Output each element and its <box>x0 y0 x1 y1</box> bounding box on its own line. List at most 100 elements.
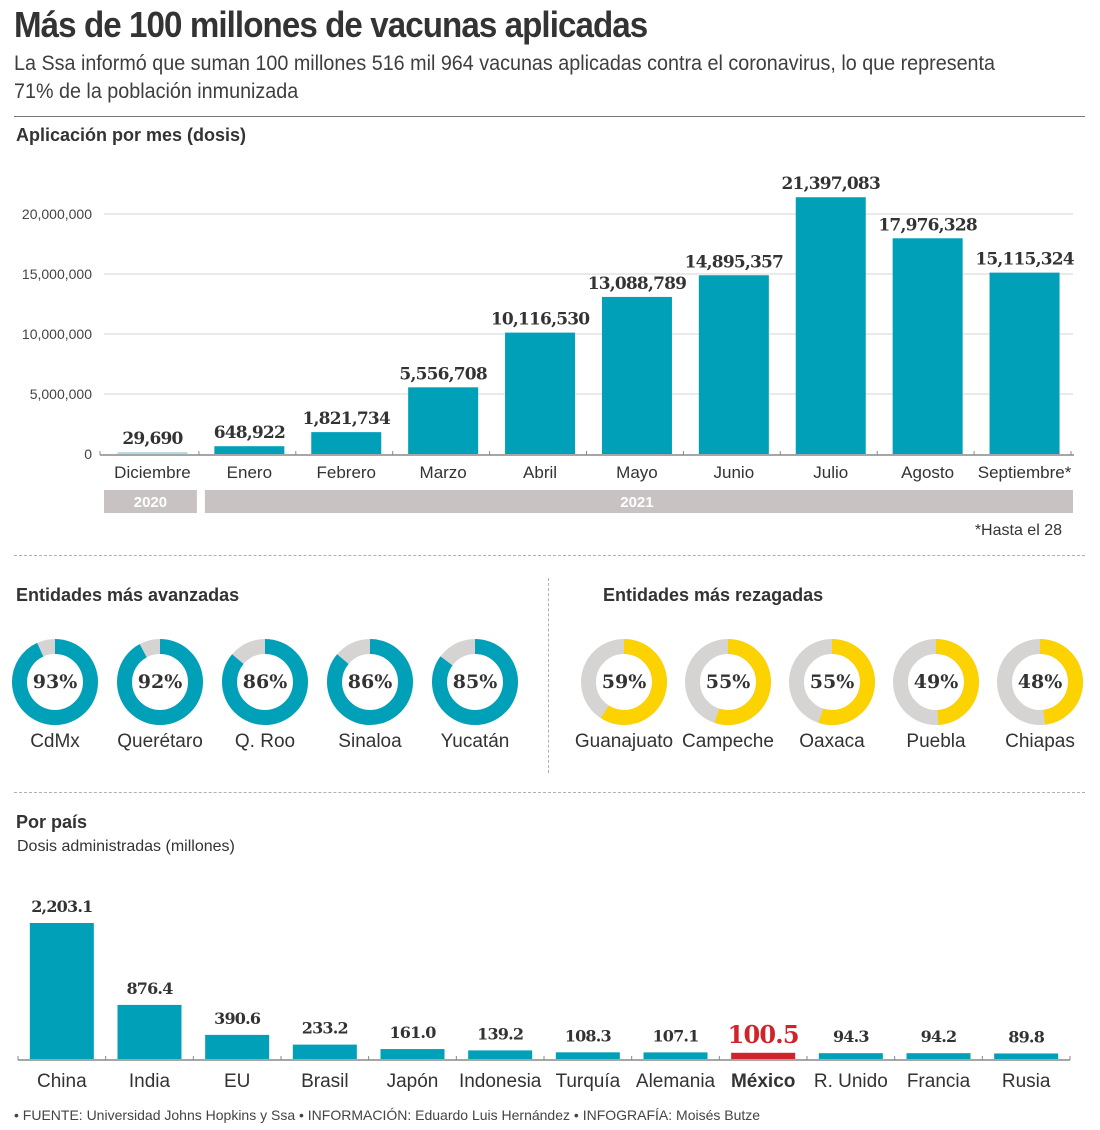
bar-value-label: 233.2 <box>302 1019 348 1038</box>
bar-alemania <box>643 1052 708 1059</box>
donut-progress-arc <box>997 639 1083 725</box>
bar-value-label: 89.8 <box>1008 1027 1044 1046</box>
x-category-label: Julio <box>813 463 848 482</box>
bar-runido <box>818 1053 883 1059</box>
x-category-label: Junio <box>714 463 755 482</box>
x-category-label: EU <box>224 1071 250 1092</box>
bar-india <box>117 1004 182 1059</box>
donut-percent-label: 55% <box>809 671 855 693</box>
donut-yucatn: 85% Yucatán <box>425 637 525 753</box>
x-category-label: Febrero <box>316 463 376 482</box>
donut-progress-arc <box>893 639 979 725</box>
donut-percent-label: 49% <box>913 671 959 693</box>
donut-percent-label: 48% <box>1017 671 1063 693</box>
bar-eu <box>205 1034 270 1059</box>
bar-value-label: 94.2 <box>921 1027 957 1046</box>
state-name-label: Q. Roo <box>234 731 296 752</box>
donut-guanajuato: 59% Guanajuato <box>574 637 674 753</box>
x-category-label: R. Unido <box>814 1071 888 1092</box>
bar-abril <box>505 332 576 454</box>
y-tick-label: 15,000,000 <box>22 266 92 282</box>
bar-value-label: 29,690 <box>122 429 183 449</box>
year-band-label: 2021 <box>620 494 653 511</box>
section-divider <box>14 555 1085 556</box>
donut-puebla: 49% Puebla <box>886 637 986 753</box>
donut-progress-arc <box>117 639 203 725</box>
bar-brasil <box>292 1044 357 1059</box>
bar-value-label: 21,397,083 <box>782 174 880 194</box>
x-category-label: Rusia <box>1002 1071 1051 1092</box>
page-title: Más de 100 millones de vacunas aplicadas <box>14 4 648 45</box>
donut-ring <box>327 639 413 725</box>
country-bar-chart: 2,203.1 China 876.4 India 390.6 EU 233.2 Brasil… <box>17 897 1071 1092</box>
country-section-title: Por país <box>16 812 88 832</box>
x-category-label: Alemania <box>636 1071 716 1092</box>
donut-sinaloa: 86% Sinaloa <box>320 637 420 753</box>
bar-value-label: 390.6 <box>214 1009 261 1028</box>
section-divider <box>14 792 1085 793</box>
donut-oaxaca: 55% Oaxaca <box>782 637 882 753</box>
donut-progress-arc <box>222 639 308 725</box>
donut-percent-label: 86% <box>347 671 393 693</box>
donut-ring <box>893 639 979 725</box>
donut-quertaro: 92% Querétaro <box>110 637 210 753</box>
y-tick-label: 20,000,000 <box>22 206 92 222</box>
bar-julio <box>795 197 866 455</box>
footer-credits: • FUENTE: Universidad Johns Hopkins y Ss… <box>14 1107 761 1123</box>
bar-value-label: 15,115,324 <box>975 250 1074 270</box>
x-category-label: Diciembre <box>114 463 191 482</box>
bar-value-label: 2,203.1 <box>31 897 92 916</box>
state-name-label: CdMx <box>30 731 80 752</box>
bar-enero <box>214 446 285 454</box>
y-tick-label: 0 <box>84 446 92 462</box>
donut-ring <box>997 639 1083 725</box>
x-category-label: Mayo <box>616 463 658 482</box>
bar-agosto <box>892 238 963 454</box>
y-tick-label: 10,000,000 <box>22 326 92 342</box>
bar-value-label: 13,088,789 <box>588 274 686 294</box>
x-category-label: Japón <box>387 1071 439 1092</box>
bar-diciembre <box>117 452 188 454</box>
x-category-label: Francia <box>907 1071 971 1092</box>
bar-value-label: 14,895,357 <box>685 252 783 272</box>
state-name-label: Yucatán <box>440 731 510 752</box>
bar-junio <box>698 275 769 454</box>
donut-ring <box>117 639 203 725</box>
bar-value-label: 139.2 <box>477 1024 523 1043</box>
state-name-label: Campeche <box>682 731 774 752</box>
bar-value-label: 107.1 <box>652 1026 698 1045</box>
header-divider <box>14 116 1085 117</box>
bar-value-label: 10,116,530 <box>491 310 590 330</box>
donut-ring <box>581 639 667 725</box>
bar-value-label: 1,821,734 <box>303 409 391 429</box>
donut-progress-arc <box>789 639 875 725</box>
bar-marzo <box>408 387 479 454</box>
monthly-bar-chart: 0 5,000,000 10,000,000 15,000,000 20,000,000… <box>22 174 1076 513</box>
state-name-label: Oaxaca <box>799 731 865 752</box>
state-name-label: Puebla <box>906 731 966 752</box>
bar-mxico <box>731 1052 796 1059</box>
x-category-label: Septiembre* <box>978 463 1072 482</box>
page-subtitle: La Ssa informó que suman 100 millones 51… <box>14 52 995 103</box>
donut-percent-label: 93% <box>32 671 78 693</box>
x-category-label: China <box>37 1071 87 1092</box>
x-category-label: México <box>731 1071 795 1092</box>
donut-progress-arc <box>685 639 771 725</box>
bar-value-label: 108.3 <box>565 1026 612 1045</box>
state-name-label: Guanajuato <box>574 731 674 752</box>
bar-mayo <box>601 296 672 454</box>
donut-percent-label: 86% <box>242 671 288 693</box>
bottom-states-title: Entidades más rezagadas <box>603 585 824 605</box>
bar-value-label: 161.0 <box>389 1023 436 1042</box>
donut-percent-label: 85% <box>452 671 498 693</box>
donut-progress-arc <box>12 639 98 725</box>
year-band-2021 <box>204 490 1073 513</box>
bar-japn <box>380 1049 445 1059</box>
monthly-section-title: Aplicación por mes (dosis) <box>16 125 247 145</box>
year-band-2020 <box>104 490 197 513</box>
bar-value-label: 17,976,328 <box>878 215 976 235</box>
column-divider <box>548 578 549 773</box>
footnote: *Hasta el 28 <box>974 522 1062 539</box>
bar-value-label: 5,556,708 <box>399 364 486 384</box>
donut-ring <box>789 639 875 725</box>
